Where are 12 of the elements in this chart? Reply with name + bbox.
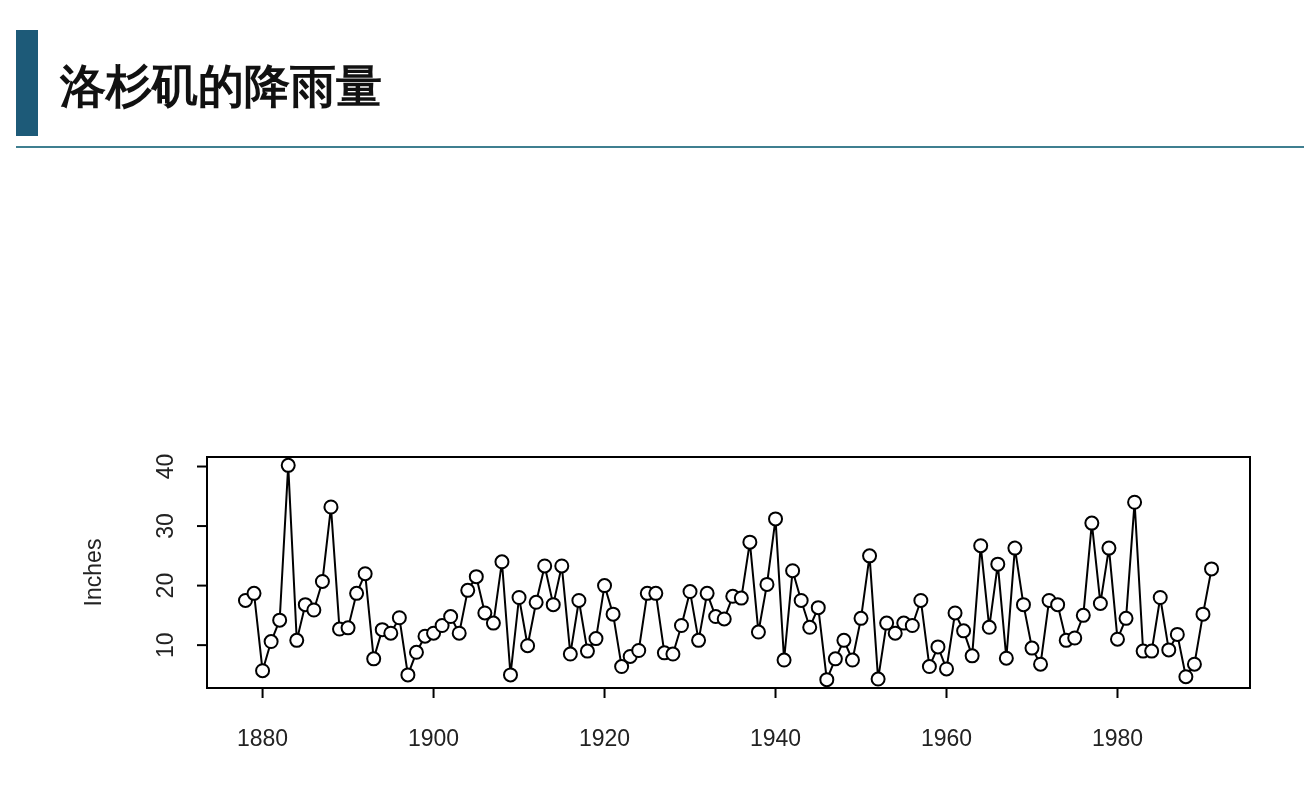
x-tick-label: 1900 <box>407 725 460 751</box>
x-tick-label: 1880 <box>236 725 289 751</box>
y-tick-label: 40 <box>152 453 178 480</box>
x-tick-label: 1980 <box>1091 725 1144 751</box>
x-tick-label: 1920 <box>578 725 631 751</box>
y-tick-label: 20 <box>152 572 178 599</box>
x-tick-label: 1940 <box>749 725 802 751</box>
y-axis-title: Inches <box>80 538 106 607</box>
y-tick-label: 10 <box>152 632 178 658</box>
y-tick-label: 30 <box>152 513 178 539</box>
x-tick-label: 1960 <box>920 725 973 751</box>
chart-title: 洛杉矶的降雨量 <box>59 60 382 112</box>
